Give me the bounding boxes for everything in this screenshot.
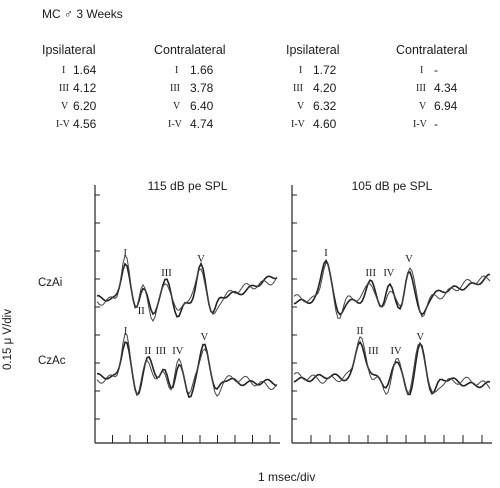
table-cell-label: I — [62, 65, 66, 76]
table-cell-label: V — [419, 101, 427, 112]
table-cell-value: 4.56 — [73, 117, 97, 131]
peak-label: IV — [172, 346, 183, 357]
table-cell-value: 1.64 — [73, 63, 97, 77]
trace-label: CzAc — [38, 355, 66, 367]
panel-title: 105 dB pe SPL — [352, 179, 433, 193]
table-cell-label: I — [420, 65, 424, 76]
waveform-trace — [96, 333, 278, 397]
table-cell-value: 4.12 — [73, 81, 97, 95]
table-cell-label: I-V — [413, 119, 427, 130]
waveform-trace — [293, 340, 491, 396]
peak-label: V — [405, 254, 413, 265]
table-cell-label: I-V — [291, 119, 305, 130]
peak-label: II — [138, 306, 145, 317]
table-cell-label: I-V — [168, 119, 182, 130]
peak-label: III — [161, 268, 172, 279]
waveform-trace — [293, 258, 491, 316]
figure-title: MC ♂ 3 Weeks — [42, 7, 123, 21]
table-cell-label: III — [293, 83, 303, 94]
peak-label: III — [156, 346, 167, 357]
peak-label: I — [124, 326, 128, 337]
table-cell-value: 6.20 — [73, 99, 97, 113]
table-cell-label: III — [59, 83, 69, 94]
table-cell-value: 6.32 — [313, 99, 337, 113]
panel-title: 115 dB pe SPL — [148, 179, 228, 193]
header-contralateral-2: Contralateral — [396, 43, 468, 57]
peak-label: III — [368, 346, 379, 357]
table-cell-label: V — [61, 101, 69, 112]
table-cell-label: V — [297, 101, 305, 112]
peak-label: V — [416, 332, 424, 343]
peak-label: IV — [391, 346, 402, 357]
table-cell-value: 4.34 — [434, 81, 458, 95]
peak-label: V — [197, 254, 205, 265]
peak-label: I — [124, 248, 128, 259]
header-ipsilateral-2: Ipsilateral — [286, 43, 340, 57]
table-cell-value: 6.94 — [434, 99, 458, 113]
table-cell-value: 1.72 — [313, 63, 337, 77]
table-cell-value: - — [434, 117, 438, 131]
table-cell-value: 4.74 — [190, 117, 214, 131]
waveform-trace — [96, 261, 278, 318]
trace-label: CzAi — [38, 277, 62, 289]
table-cell-label: III — [416, 83, 426, 94]
header-contralateral-1: Contralateral — [154, 43, 226, 57]
waveform-trace — [293, 262, 491, 319]
peak-label: I — [324, 248, 328, 259]
peak-label: III — [366, 268, 377, 279]
table-cell-value: 4.60 — [313, 117, 337, 131]
table-cell-label: I — [299, 65, 303, 76]
table-cell-value: 3.78 — [190, 81, 214, 95]
peak-label: II — [356, 326, 363, 337]
table-cell-label: V — [173, 101, 181, 112]
table-cell-label: III — [170, 83, 180, 94]
table-cell-label: I — [175, 65, 179, 76]
table-cell-value: 1.66 — [190, 63, 214, 77]
peak-label: II — [144, 346, 151, 357]
table-cell-value: - — [434, 63, 438, 77]
table-cell-label: I-V — [56, 119, 70, 130]
waveform-trace — [293, 336, 491, 396]
header-ipsilateral-1: Ipsilateral — [42, 43, 96, 57]
x-axis-label: 1 msec/div — [258, 470, 316, 484]
peak-label: IV — [383, 268, 394, 279]
waveform-trace — [96, 254, 278, 323]
table-cell-value: 6.40 — [190, 99, 214, 113]
peak-label: V — [201, 332, 209, 343]
table-cell-value: 4.20 — [313, 81, 337, 95]
